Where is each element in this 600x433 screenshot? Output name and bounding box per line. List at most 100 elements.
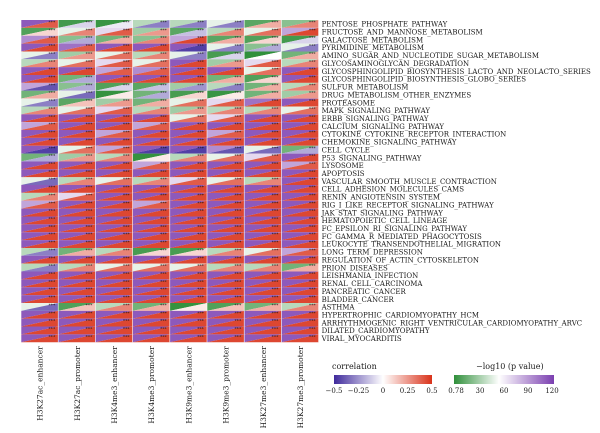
pvalue-cell: [21, 240, 59, 248]
column-label: H3K27me3_promoter: [296, 346, 305, 429]
correlation-cell: [132, 122, 170, 131]
correlation-cell: [281, 106, 319, 115]
pvalue-cell: [244, 302, 282, 311]
pvalue-cell: [58, 106, 96, 115]
significance-marker: ***: [197, 334, 205, 340]
significance-marker: ***: [309, 75, 317, 81]
correlation-cell: [58, 326, 96, 335]
correlation-cell: [207, 192, 245, 201]
pvalue-cell: [58, 20, 96, 28]
correlation-cell: [281, 137, 319, 146]
correlation-cell: [21, 200, 59, 209]
correlation-cell: [58, 208, 96, 217]
pvalue-cell: [244, 326, 282, 335]
correlation-cell: [132, 177, 170, 186]
pvalue-cell: [95, 185, 133, 193]
significance-marker: ***: [123, 240, 131, 246]
pvalue-cell: [58, 318, 96, 327]
pvalue-cell: [95, 51, 133, 60]
significance-marker: ***: [160, 99, 168, 105]
significance-marker: ***: [160, 122, 168, 128]
correlation-cell: [244, 169, 282, 178]
correlation-cell: [281, 153, 319, 162]
significance-marker: ***: [234, 279, 242, 285]
significance-marker: ***: [48, 334, 56, 340]
pvalue-cell: [207, 161, 245, 170]
correlation-cell: [21, 43, 59, 52]
significance-marker: ***: [48, 240, 56, 246]
significance-marker: ***: [48, 169, 56, 175]
correlation-cell: [281, 98, 319, 107]
row-label: P53_SIGNALING_PATHWAY: [322, 154, 422, 162]
correlation-cell: [244, 177, 282, 186]
correlation-cell: [132, 90, 170, 99]
significance-marker: ***: [272, 169, 280, 175]
pvalue-cell: [95, 20, 133, 28]
pvalue-cell: [21, 106, 59, 115]
significance-marker: ***: [160, 279, 168, 285]
pvalue-cell: [95, 75, 133, 83]
significance-marker: ***: [309, 248, 317, 254]
significance-marker: ***: [48, 248, 56, 254]
correlation-cell: [281, 43, 319, 52]
correlation-cell: [21, 51, 59, 60]
correlation-cell: [132, 310, 170, 319]
significance-marker: ***: [234, 303, 242, 309]
pvalue-cell: [169, 224, 207, 233]
correlation-cell: [21, 90, 59, 99]
significance-marker: ***: [123, 217, 131, 223]
significance-marker: ***: [309, 154, 317, 160]
pvalue-cell: [244, 106, 282, 115]
significance-marker: ***: [309, 272, 317, 278]
correlation-cell: [207, 67, 245, 76]
significance-marker: ***: [123, 20, 131, 26]
significance-marker: ***: [160, 272, 168, 278]
row-label: GLYCOSPHINGOLIPID_BIOSYNTHESIS_GLOBO_SER…: [322, 76, 527, 84]
significance-marker: ***: [86, 224, 94, 230]
correlation-cell: [95, 35, 133, 44]
significance-marker: ***: [234, 154, 242, 160]
correlation-cell: [21, 263, 59, 272]
correlation-cell: [207, 302, 245, 311]
correlation-cell: [207, 279, 245, 288]
pvalue-cell: [21, 20, 59, 28]
correlation-cell: [169, 240, 207, 248]
pvalue-cell: [58, 82, 96, 91]
correlation-cell: [95, 177, 133, 186]
pvalue-cell: [132, 35, 170, 44]
row-label: DILATED_CARDIOMYOPATHY: [322, 327, 430, 335]
pvalue-cell: [169, 153, 207, 162]
significance-marker: ***: [123, 28, 131, 34]
significance-marker: ***: [160, 224, 168, 230]
correlation-cell: [21, 35, 59, 44]
correlation-cell: [281, 310, 319, 319]
correlation-cell: [58, 35, 96, 44]
correlation-cell: [207, 177, 245, 186]
significance-marker: ***: [197, 20, 205, 26]
correlation-cell: [95, 279, 133, 288]
correlation-cell: [207, 59, 245, 68]
correlation-cell: [132, 82, 170, 91]
pvalue-cell: [207, 75, 245, 83]
significance-marker: ***: [86, 138, 94, 144]
row-label: ERBB_SIGNALING_PATHWAY: [322, 115, 429, 123]
pvalue-cell: [132, 75, 170, 83]
significance-marker: ***: [234, 232, 242, 238]
significance-marker: ***: [272, 161, 280, 167]
correlation-cell: [95, 106, 133, 115]
correlation-cell: [244, 263, 282, 272]
significance-marker: ***: [86, 28, 94, 34]
significance-marker: ***: [123, 169, 131, 175]
correlation-cell: [132, 318, 170, 327]
pvalue-cell: [21, 208, 59, 217]
pvalue-cell: [244, 145, 282, 154]
pvalue-cell: [132, 145, 170, 154]
correlation-cell: [21, 75, 59, 83]
legend-tick-label: −0.5: [326, 387, 343, 395]
correlation-cell: [95, 192, 133, 201]
significance-marker: ***: [160, 146, 168, 152]
correlation-cell: [95, 310, 133, 319]
pvalue-cell: [58, 145, 96, 154]
significance-marker: ***: [86, 51, 94, 57]
pvalue-cell: [21, 232, 59, 241]
